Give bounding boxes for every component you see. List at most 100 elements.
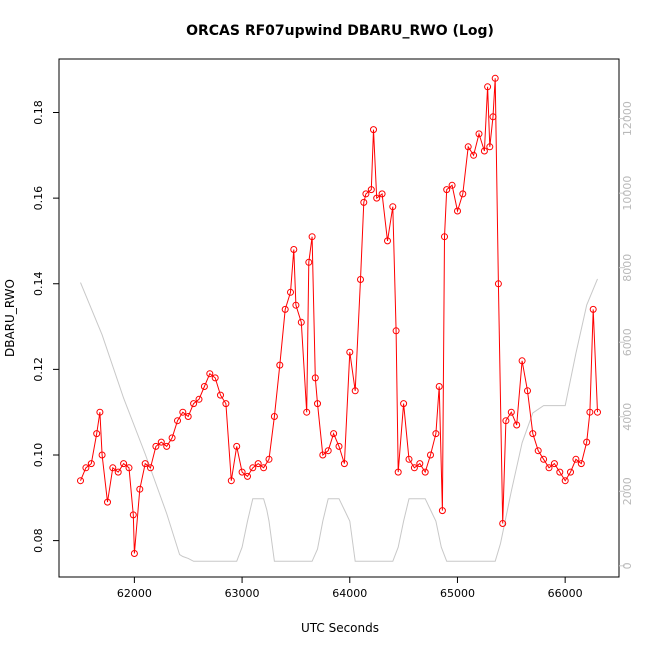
dbaru-data-point (432, 430, 440, 438)
dbaru-data-point (114, 468, 122, 476)
x-tick-label: 64000 (332, 587, 367, 600)
dbaru-data-point (357, 276, 364, 283)
dbaru-data-point (405, 455, 413, 463)
dbaru-data-point (394, 468, 402, 476)
dbaru-data-point (125, 464, 133, 472)
dbaru-data-point (378, 190, 386, 198)
dbaru-data-point (174, 417, 181, 425)
dbaru-data-point (589, 305, 597, 313)
altitude-series-line (80, 278, 598, 562)
dbaru-data-point (297, 318, 305, 326)
dbaru-data-point (389, 203, 397, 211)
dbaru-data-point (373, 194, 381, 202)
dbaru-data-point (324, 447, 332, 455)
dbaru-data-point (157, 438, 165, 446)
dbaru-data-point (594, 408, 601, 416)
dbaru-data-point (217, 391, 224, 399)
y-tick-label: 0.16 (32, 186, 45, 211)
dbaru-data-point (360, 198, 368, 206)
dbaru-data-point (367, 186, 375, 194)
series-layer (77, 74, 601, 562)
dbaru-data-point (104, 498, 111, 506)
dbaru-data-point (308, 233, 316, 241)
x-tick-label: 62000 (117, 587, 152, 600)
dbaru-data-point (77, 477, 84, 485)
dbaru-data-point (586, 408, 594, 416)
y2-tick-label: 10000 (621, 176, 634, 211)
dbaru-data-point (179, 408, 187, 416)
dbaru-data-point (168, 434, 176, 442)
chart-title: ORCAS RF07upwind DBARU_RWO (Log) (186, 23, 494, 39)
dbaru-data-point (120, 460, 128, 468)
dbaru-data-point (441, 233, 448, 241)
dbaru-data-point (265, 455, 273, 463)
dbaru-data-point (287, 288, 294, 296)
dbaru-data-point (93, 430, 101, 438)
dbaru-data-point (129, 511, 137, 519)
dbaru-data-point (489, 113, 497, 121)
dbaru-data-point (540, 455, 548, 463)
dbaru-data-point (470, 151, 478, 159)
y-tick-label: 0.18 (32, 100, 45, 125)
y2-tick-label: 8000 (621, 254, 634, 282)
dbaru-data-point (249, 464, 257, 472)
dbaru-data-point (211, 374, 219, 382)
dbaru-data-point (254, 460, 262, 468)
dbaru-data-point (529, 430, 537, 438)
dbaru-data-point (136, 485, 144, 493)
dbaru-data-point (416, 460, 424, 468)
dbaru-data-point (427, 451, 434, 459)
dbaru-data-point (545, 464, 553, 472)
y-axis-right: 0 2000 4000 6000 8000 10000 12000 (619, 101, 634, 569)
dbaru-data-point (400, 400, 408, 408)
dbaru-data-point (292, 301, 300, 309)
dbaru-data-point (195, 395, 203, 403)
dbaru-data-point (335, 442, 343, 450)
dbaru-data-point (583, 438, 591, 446)
dbaru-data-point (550, 460, 558, 468)
dbaru-data-point (109, 464, 117, 472)
dbaru-data-point (233, 442, 241, 450)
y-axis-label: DBARU_RWO (3, 279, 17, 357)
dbaru-data-point (244, 472, 251, 480)
x-axis-label: UTC Seconds (301, 621, 379, 635)
dbaru-data-point (346, 348, 354, 356)
dbaru-data-point (319, 451, 327, 459)
dbaru-data-point (281, 305, 289, 313)
dbaru-data-point (351, 387, 359, 395)
dbaru-data-point (484, 83, 492, 91)
y2-tick-label: 6000 (621, 328, 634, 356)
dbaru-data-point (206, 370, 214, 378)
dbaru-data-point (486, 143, 494, 151)
dbaru-data-point (518, 357, 526, 365)
dbaru-data-point (443, 186, 451, 194)
dbaru-data-point (567, 468, 574, 476)
dbaru-data-point (556, 468, 564, 476)
y-tick-label: 0.10 (32, 443, 45, 468)
plot-frame (58, 58, 620, 578)
y2-tick-label: 2000 (621, 477, 634, 505)
dbaru-data-point (421, 468, 429, 476)
dbaru-data-point (276, 361, 284, 369)
dbaru-data-point (435, 383, 443, 390)
dbaru-data-point (163, 442, 171, 450)
dbaru-data-point (480, 147, 488, 155)
dbaru-data-point (459, 190, 467, 198)
dbaru-data-point (260, 464, 268, 472)
dbaru-data-point (152, 442, 160, 450)
x-tick-label: 63000 (225, 587, 260, 600)
dbaru-data-point (330, 430, 338, 438)
dbaru-data-point (270, 413, 278, 420)
dbaru-data-point (130, 550, 138, 557)
dbaru-data-point (98, 451, 106, 459)
dbaru-data-point (303, 408, 311, 416)
dbaru-data-point (184, 413, 192, 420)
dbaru-data-point (305, 258, 313, 266)
dbaru-data-point (190, 400, 198, 408)
dbaru-data-point (491, 74, 499, 82)
y2-tick-label: 0 (621, 562, 634, 569)
dbaru-data-point (464, 143, 472, 151)
dbaru-data-point (384, 237, 391, 245)
dbaru-data-point (499, 520, 507, 527)
